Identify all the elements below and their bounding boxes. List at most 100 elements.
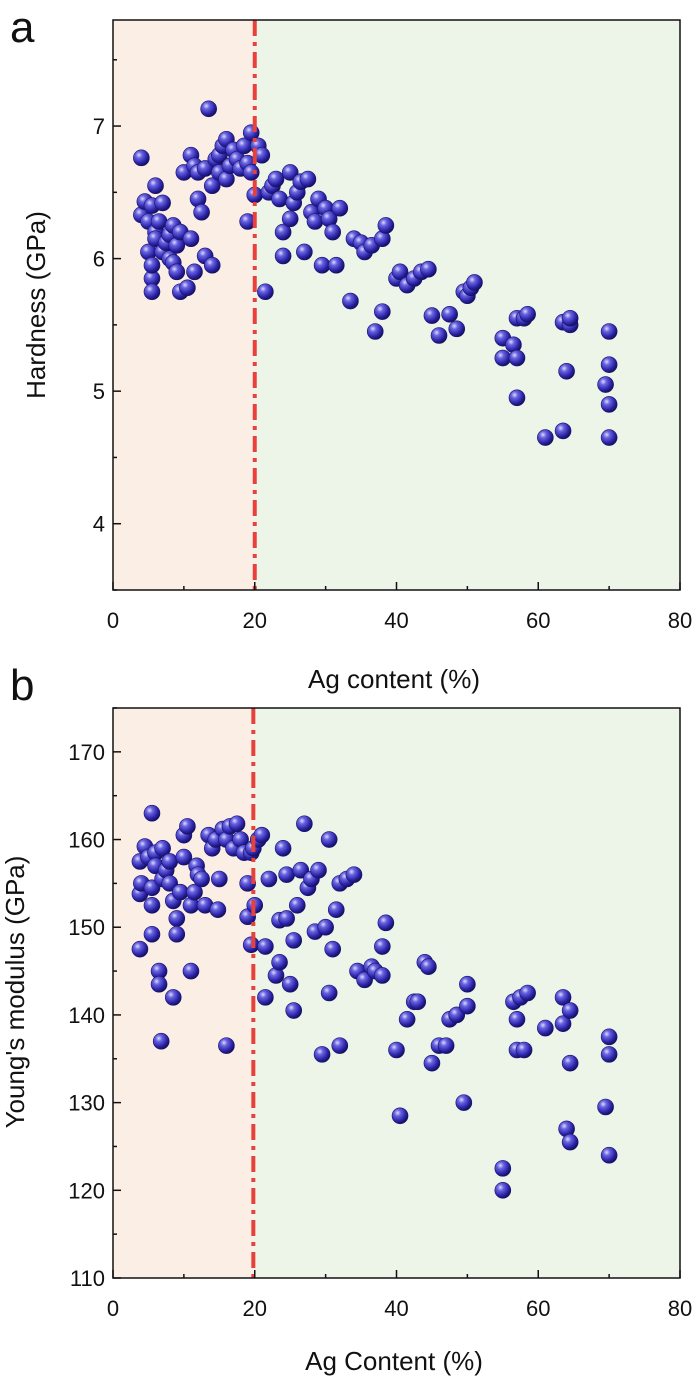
data-point [320, 831, 338, 848]
data-point [561, 1133, 579, 1151]
low-ag-region [113, 708, 254, 1278]
x-tick-label: 80 [668, 608, 692, 633]
data-point [154, 194, 171, 212]
data-point [331, 1037, 349, 1054]
data-point [161, 853, 178, 870]
data-point [515, 1041, 533, 1059]
data-point [554, 989, 572, 1006]
data-point [257, 989, 274, 1006]
data-point [459, 997, 476, 1015]
x-tick-label: 80 [668, 1296, 692, 1321]
data-point [179, 279, 196, 297]
y-axis-title: Young's modulus (GPa) [0, 856, 30, 1129]
y-tick-label: 170 [68, 740, 105, 765]
data-point [324, 940, 342, 958]
data-point [203, 177, 221, 194]
data-point [147, 177, 164, 194]
data-point [150, 975, 168, 993]
data-point [313, 256, 331, 274]
x-tick-label: 60 [526, 1296, 550, 1321]
data-point [271, 954, 288, 971]
data-point [420, 260, 437, 278]
data-point [143, 256, 161, 274]
data-point [342, 292, 359, 310]
data-point [494, 1160, 512, 1177]
data-point [561, 1002, 579, 1019]
y-tick-label: 120 [68, 1178, 105, 1203]
high-ag-region [254, 20, 680, 590]
x-tick-label: 40 [384, 1296, 408, 1321]
data-point [288, 897, 306, 914]
data-point [320, 984, 338, 1002]
data-point [133, 149, 150, 167]
axis-ticks: 0 20 40 60 80 110 120 130 140 150 160 170 [68, 707, 692, 1321]
data-point [466, 274, 483, 291]
data-point [441, 305, 458, 323]
data-point [182, 962, 200, 980]
y-tick-label: 6 [93, 247, 105, 272]
data-point [374, 938, 391, 955]
data-point [554, 422, 572, 440]
hardness-points [133, 100, 618, 446]
data-point [285, 932, 303, 949]
data-point [388, 1041, 405, 1059]
data-point [257, 938, 274, 955]
data-point [374, 967, 391, 984]
data-point [366, 323, 384, 340]
data-point [317, 918, 334, 936]
data-point [186, 263, 203, 281]
x-tick-label: 20 [243, 1296, 267, 1321]
data-point [211, 870, 228, 888]
data-point [200, 100, 217, 118]
x-axis-title: Ag Content (%) [305, 1346, 483, 1376]
data-point [228, 815, 246, 833]
data-point [168, 263, 186, 281]
data-point [600, 1146, 618, 1164]
high-ag-region [253, 708, 680, 1278]
data-point [600, 396, 618, 413]
data-point [409, 993, 427, 1011]
data-point [519, 984, 536, 1002]
data-point [299, 170, 317, 188]
y-tick-label: 160 [68, 828, 105, 853]
data-point [274, 840, 292, 857]
data-point [143, 897, 161, 914]
hardness-panel: 0 20 40 60 80 4 5 6 7 a Ag content (%) Hardness … [10, 3, 692, 694]
data-point [281, 210, 299, 228]
data-point [430, 327, 448, 344]
data-point [600, 1028, 618, 1046]
data-point [448, 320, 466, 338]
data-point [193, 203, 210, 221]
x-tick-label: 40 [384, 608, 408, 633]
data-point [267, 170, 285, 188]
data-point [391, 263, 409, 281]
data-point [459, 975, 476, 993]
data-point [327, 901, 345, 918]
data-point [494, 349, 512, 367]
panel-label: a [10, 3, 35, 52]
data-point [131, 940, 149, 958]
low-ag-region [113, 20, 255, 590]
data-point [374, 303, 391, 320]
data-point [519, 305, 536, 323]
data-point [561, 1054, 579, 1072]
data-point [306, 213, 324, 230]
data-point [285, 1002, 303, 1019]
data-point [296, 815, 313, 833]
data-point [377, 217, 395, 234]
data-point [420, 958, 437, 975]
y-tick-label: 4 [93, 512, 105, 537]
data-point [296, 243, 313, 261]
data-point [554, 1015, 572, 1032]
axis-ticks: 0 20 40 60 80 4 5 6 7 [93, 59, 692, 633]
data-point [508, 389, 526, 407]
y-tick-label: 130 [68, 1091, 105, 1116]
y-axis-title: Hardness (GPa) [21, 211, 51, 399]
data-point [537, 1019, 554, 1037]
data-point [143, 925, 161, 943]
data-point [154, 840, 171, 857]
data-point [152, 1032, 170, 1050]
data-point [150, 213, 168, 230]
data-point [242, 936, 260, 954]
